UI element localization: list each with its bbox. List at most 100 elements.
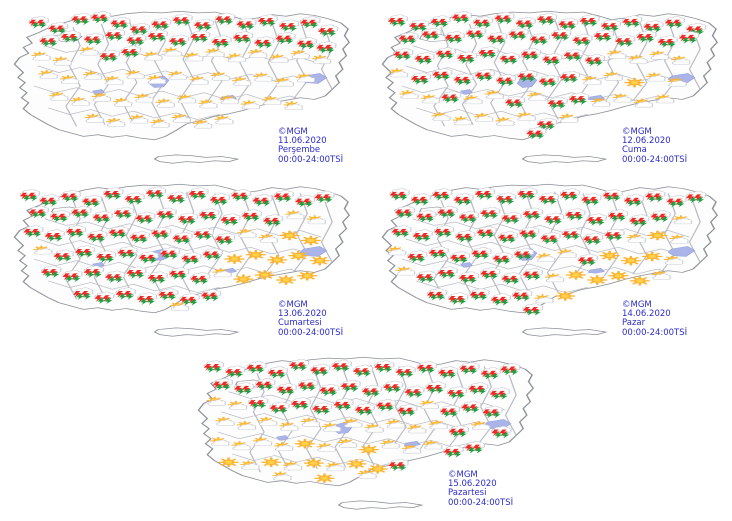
stamp-hours: 00:00-24:00TSİ [278,154,344,165]
thunderstorm-icon [500,363,521,376]
thunderstorm-icon [129,22,151,36]
thunderstorm-icon [443,445,464,458]
thunderstorm-icon [563,49,584,62]
thunderstorm-icon [310,363,331,377]
sun-behind-cloud-icon [663,255,684,265]
thunderstorm-icon [236,17,257,31]
thunderstorm-icon [480,267,501,280]
thunderstorm-icon [469,288,490,301]
sunny-icon [555,291,576,301]
sun-behind-cloud-icon [380,439,400,449]
thunderstorm-icon [685,190,707,204]
sunny-icon [642,251,663,262]
sun-behind-cloud-icon [282,461,303,471]
province-border [122,195,138,297]
sunny-icon [586,275,608,285]
thunderstorm-icon [53,249,74,263]
sun-behind-cloud-icon [273,442,294,451]
thunderstorm-icon [314,190,335,204]
lake [459,262,473,268]
thunderstorm-icon [151,227,172,240]
sun-behind-cloud-icon [283,101,303,110]
sunny-icon [288,250,309,261]
sun-behind-cloud-icon [112,97,133,107]
forecast-map-3 [2,175,357,343]
sunny-icon [260,457,282,468]
cyprus-outline [153,327,239,337]
thunderstorm-icon [432,188,453,201]
thunderstorm-icon [262,214,284,227]
thunderstorm-icon [504,96,526,109]
thunderstorm-icon [458,211,480,224]
thunderstorm-icon [622,15,643,28]
province-border [401,85,683,104]
sunny-icon [279,230,300,241]
sun-behind-cloud-icon [321,422,342,432]
sun-behind-cloud-icon [672,215,693,225]
thunderstorm-icon [288,358,310,372]
thunderstorm-icon [453,73,474,86]
thunderstorm-icon [72,287,94,300]
stamp-day: Cumartesi [278,318,322,329]
thunderstorm-icon [49,210,71,223]
province-border [401,258,683,277]
sunny-icon [608,270,629,281]
province-border [504,374,517,436]
sun-behind-cloud-icon [311,54,332,64]
sun-behind-cloud-icon [357,469,377,479]
province-border [412,218,690,238]
thunderstorm-icon [459,362,480,375]
sun-behind-cloud-icon [171,113,192,123]
sun-behind-cloud-icon [210,436,230,446]
thunderstorm-icon [437,266,458,279]
sun-behind-cloud-icon [146,75,167,84]
thunderstorm-icon [448,292,469,305]
province-border [405,238,687,256]
sunny-icon [358,444,380,455]
thunderstorm-icon [448,425,470,438]
thunderstorm-icon [501,211,522,225]
thunderstorm-icon [529,33,551,46]
sun-behind-cloud-icon [628,54,648,64]
thunderstorm-icon [593,29,615,42]
thunderstorm-icon [397,404,418,417]
sun-behind-cloud-icon [49,91,69,101]
thunderstorm-icon [90,11,112,24]
thunderstorm-icon [458,271,480,284]
thunderstorm-icon [202,248,223,261]
thunderstorm-icon [23,225,44,238]
sun-behind-cloud-icon [290,49,311,59]
sunny-icon [254,270,275,280]
sunny-icon [624,77,645,88]
province-border [405,65,687,83]
sun-behind-cloud-icon [407,424,427,434]
thunderstorm-icon [666,195,687,208]
thunderstorm-icon [604,228,625,242]
sun-behind-cloud-icon [231,441,251,451]
cyprus-outline [337,500,423,510]
thunderstorm-icon [636,30,657,43]
sun-behind-cloud-icon [38,69,58,79]
sun-behind-cloud-icon [236,421,257,430]
thunderstorm-icon [296,37,318,50]
province-border [217,431,499,450]
sun-behind-cloud-icon [143,51,163,61]
thunderstorm-icon [476,226,497,239]
thunderstorm-icon [517,70,538,83]
sun-behind-cloud-icon [649,50,670,60]
sun-behind-cloud-icon [516,111,537,121]
thunderstorm-icon [435,47,457,60]
thunderstorm-icon [220,213,241,226]
thunderstorm-icon [491,426,512,439]
thunderstorm-icon [678,31,700,44]
sunny-icon [303,458,325,468]
turkey-map-graphic [381,10,718,164]
thunderstorm-icon [428,246,449,259]
thunderstorm-icon [650,210,671,223]
sunny-icon [275,275,297,285]
thunderstorm-icon [416,361,438,374]
thunderstorm-icon [542,53,563,66]
sun-behind-cloud-icon [670,55,691,65]
thunderstorm-icon [94,291,115,305]
